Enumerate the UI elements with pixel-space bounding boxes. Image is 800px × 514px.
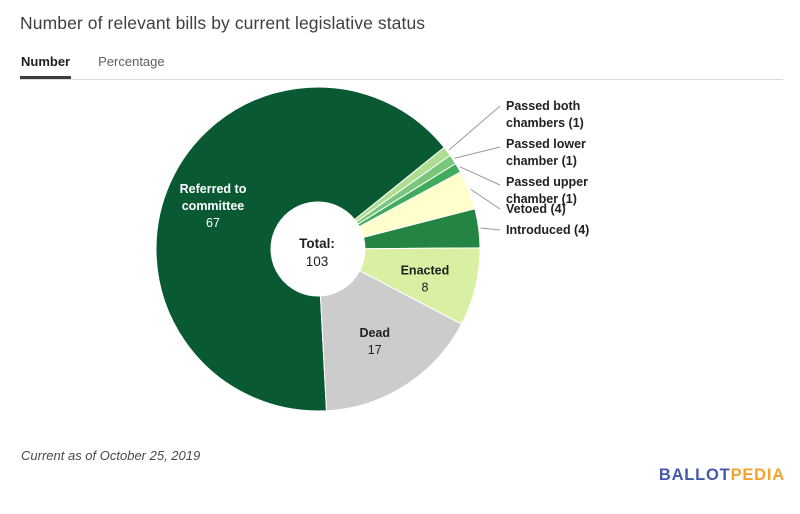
tab-number[interactable]: Number	[20, 48, 71, 79]
logo-ballot: BALLOT	[658, 466, 731, 484]
leader-line-passed-lower-chamber	[454, 146, 501, 159]
leader-line-passed-both-chambers	[448, 105, 501, 151]
logo-pedia: PEDIA	[730, 466, 785, 484]
slice-label-referred-to-committee: Referred to committee 67	[180, 182, 247, 230]
pie-slice-dead[interactable]	[319, 270, 463, 412]
pie-slice-referred-to-committee[interactable]	[155, 86, 445, 412]
tab-percentage-label: Percentage	[98, 54, 165, 69]
leader-line-introduced	[480, 227, 501, 231]
ballotpedia-logo: BALLOTPEDIA	[659, 466, 785, 485]
center-total-label: Total:	[299, 236, 335, 251]
leader-line-passed-upper-chamber	[459, 166, 501, 186]
page-title: Number of relevant bills by current legi…	[20, 13, 426, 33]
footer-note: Current as of October 25, 2019	[21, 448, 201, 463]
tabs-bar: Number Percentage	[20, 48, 783, 80]
slice-label-passed-lower-chamber: Passed lower chamber (1)	[506, 137, 586, 168]
slice-label-passed-both-chambers: Passed both chambers (1)	[506, 99, 584, 130]
leader-line-vetoed	[470, 188, 501, 210]
slice-label-passed-upper-chamber: Passed upper chamber (1)	[506, 175, 588, 206]
slice-label-dead: Dead 17	[359, 326, 390, 357]
slice-label-introduced: Introduced (4)	[506, 223, 589, 237]
center-total-value: 103	[306, 254, 329, 269]
slice-label-vetoed: Vetoed (4)	[506, 202, 566, 216]
tab-number-label: Number	[21, 54, 71, 69]
slice-label-enacted: Enacted 8	[401, 263, 450, 294]
tab-percentage[interactable]: Percentage	[97, 48, 166, 79]
